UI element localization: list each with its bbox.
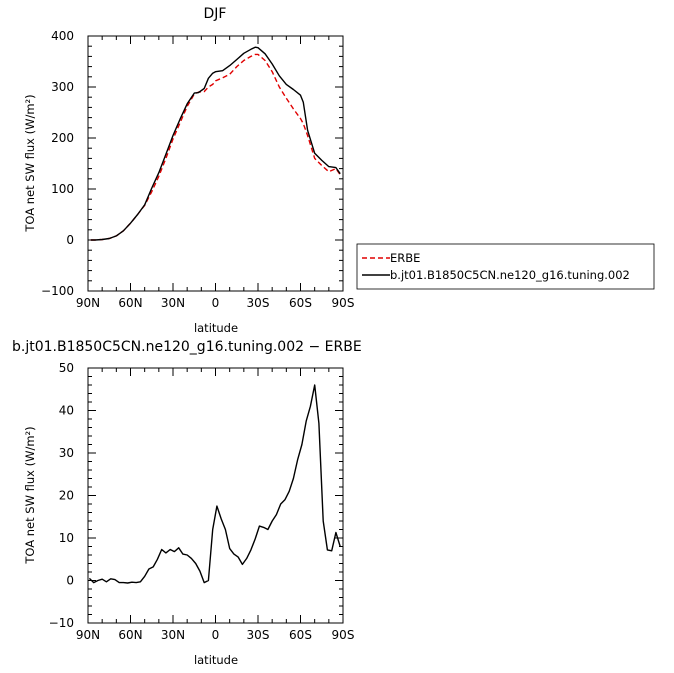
bottom-chart-title: b.jt01.B1850C5CN.ne120_g16.tuning.002 − … [12, 339, 362, 355]
legend-erbe-label: ERBE [390, 251, 420, 265]
bottom-plot-frame [87, 367, 344, 624]
bottom-x-tick-label: 60N [118, 628, 142, 642]
top-x-tick-label: 30S [247, 296, 270, 310]
top-x-tick-label: 60N [118, 296, 142, 310]
top-axis-ticks: 90N 60N 30N 0 30S 60S 90S −100 0 100 200 300 400 [41, 29, 354, 310]
top-y-tick-label: 200 [51, 131, 74, 145]
top-y-tick-label: 300 [51, 80, 74, 94]
top-x-tick-label: 0 [212, 296, 220, 310]
legend-model-label: b.jt01.B1850C5CN.ne120_g16.tuning.002 [390, 268, 630, 282]
bottom-y-tick-label: 10 [59, 531, 74, 545]
bottom-y-tick-label: 40 [59, 404, 74, 418]
top-x-tick-label: 60S [289, 296, 312, 310]
top-plot-frame [87, 35, 344, 292]
bottom-x-tick-label: 0 [212, 628, 220, 642]
bottom-y-tick-label: 30 [59, 446, 74, 460]
legend-box [356, 243, 655, 290]
bottom-x-axis-label: latitude [194, 653, 238, 667]
bottom-y-tick-label: 50 [59, 361, 74, 375]
bottom-y-axis-label: TOA net SW flux (W/m²) [23, 426, 37, 564]
bottom-y-tick-label: −10 [49, 616, 74, 630]
top-y-tick-label: 0 [66, 233, 74, 247]
top-y-tick-label: 100 [51, 182, 74, 196]
top-series-line-0 [90, 53, 341, 241]
top-x-axis-label: latitude [194, 321, 238, 335]
top-series-line-1 [90, 46, 341, 241]
top-y-tick-label: −100 [41, 284, 74, 298]
top-y-axis-label: TOA net SW flux (W/m²) [23, 94, 37, 232]
bottom-x-tick-label: 30S [247, 628, 270, 642]
bottom-x-tick-label: 60S [289, 628, 312, 642]
bottom-series-line-0 [88, 384, 341, 584]
bottom-x-tick-label: 30N [161, 628, 185, 642]
bottom-x-tick-label: 90N [76, 628, 100, 642]
bottom-y-tick-label: 20 [59, 489, 74, 503]
top-x-tick-label: 90S [332, 296, 355, 310]
top-chart-panel: DJF 90N 60N 30N 0 30S 60S 90S −100 0 100 200 300 400… [23, 6, 655, 335]
top-y-tick-label: 400 [51, 29, 74, 43]
legend: ERBE b.jt01.B1850C5CN.ne120_g16.tuning.0… [356, 243, 655, 290]
bottom-axis-ticks: 90N 60N 30N 0 30S 60S 90S −10 0 10 20 30 40 50 [49, 361, 355, 642]
top-x-tick-label: 30N [161, 296, 185, 310]
bottom-x-tick-label: 90S [332, 628, 355, 642]
top-series-group [90, 46, 341, 241]
bottom-chart-panel: b.jt01.B1850C5CN.ne120_g16.tuning.002 − … [12, 339, 362, 667]
top-chart-title: DJF [204, 6, 227, 22]
bottom-series-group [88, 384, 341, 584]
bottom-y-tick-label: 0 [66, 574, 74, 588]
top-x-tick-label: 90N [76, 296, 100, 310]
